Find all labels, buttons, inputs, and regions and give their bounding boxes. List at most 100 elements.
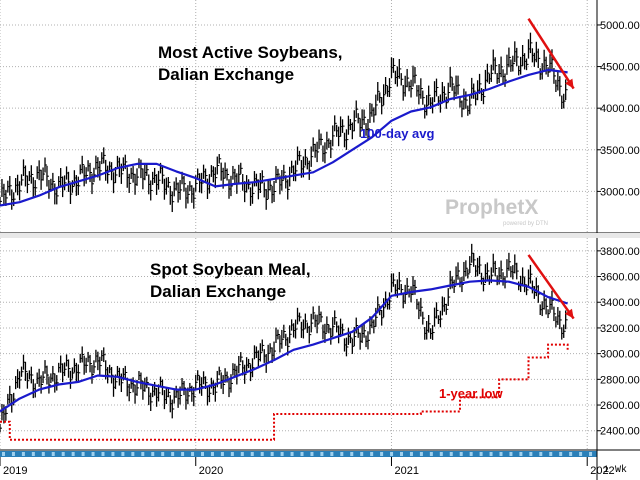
top-y-axis-area (597, 0, 640, 233)
time-strip-segment (380, 452, 384, 456)
time-strip-segment (589, 452, 593, 456)
time-strip-segment (101, 452, 105, 456)
time-strip-segment (419, 452, 423, 456)
time-strip-segment (409, 452, 413, 456)
top-y-tick-label: 3500.00 (600, 145, 640, 157)
top-plot-area (0, 0, 597, 233)
time-strip-segment (280, 452, 284, 456)
time-strip-segment (181, 452, 185, 456)
time-strip-segment (300, 452, 304, 456)
top-trend-arrow-head (565, 78, 574, 89)
time-strip-segment (579, 452, 583, 456)
time-strip-segment (509, 452, 513, 456)
time-strip-segment (71, 452, 75, 456)
low-annotation: 1-year low (439, 386, 503, 401)
top-y-tick-label: 5000.00 (600, 20, 640, 32)
dtn-watermark: powered by DTN (503, 221, 548, 227)
top-avg-line (0, 68, 568, 207)
time-strip-segment (429, 452, 433, 456)
time-strip-segment (479, 452, 483, 456)
time-strip (0, 451, 597, 457)
time-strip-segment (210, 452, 214, 456)
bottom-y-tick-label: 3200.00 (600, 323, 640, 335)
time-strip-segment (489, 452, 493, 456)
time-strip-segment (390, 452, 394, 456)
time-strip-segment (459, 452, 463, 456)
time-strip-segment (121, 452, 125, 456)
time-strip-segment (111, 452, 115, 456)
top-y-tick-label: 4500.00 (600, 62, 640, 74)
bottom-y-tick-label: 3800.00 (600, 246, 640, 258)
bottom-y-axis-area (597, 238, 640, 450)
time-strip-segment (549, 452, 553, 456)
time-strip-segment (350, 452, 354, 456)
time-strip-segment (81, 452, 85, 456)
x-tick-label: 2021 (394, 465, 418, 477)
time-strip-segment (220, 452, 224, 456)
time-strip-segment (290, 452, 294, 456)
bottom-y-tick-label: 3400.00 (600, 297, 640, 309)
bottom-trend-arrow-shaft (527, 254, 575, 320)
bottom-one-year-low-line (0, 343, 569, 441)
time-strip-segment (559, 452, 563, 456)
bottom-trend-arrow-head (564, 308, 574, 319)
time-strip-segment (449, 452, 453, 456)
time-strip-segment (340, 452, 344, 456)
time-strip-segment (539, 452, 543, 456)
time-strip-segment (201, 452, 204, 456)
time-strip-segment (439, 452, 443, 456)
time-strip-segment (370, 452, 374, 456)
x-tick-label: 2019 (3, 465, 27, 477)
prophetx-watermark: ProphetX (445, 196, 538, 219)
time-strip-segment (330, 452, 334, 456)
bottom-y-tick-label: 2400.00 (600, 426, 640, 438)
time-strip-segment (131, 452, 135, 456)
time-strip-segment (250, 452, 254, 456)
grid-layer (0, 0, 640, 450)
time-strip-segment (529, 452, 533, 456)
marks-layer (0, 17, 575, 441)
time-strip-segment (41, 452, 45, 456)
time-strip-segment (151, 452, 155, 456)
time-strip-segment (499, 452, 503, 456)
x-tick-label: 2022 (590, 465, 614, 477)
bottom-y-tick-label: 3600.00 (600, 272, 640, 284)
bottom-title-line2: Dalian Exchange (150, 282, 286, 301)
avg-annotation: 100-day avg (360, 126, 434, 141)
top-title-line1: Most Active Soybeans, (158, 43, 343, 62)
time-strip-segment (270, 452, 274, 456)
bottom-avg-line (0, 279, 568, 413)
time-strip-segment (21, 452, 25, 456)
top-trend-arrow-shaft (527, 17, 575, 90)
time-strip-segment (161, 452, 165, 456)
bottom-y-tick-label: 2800.00 (600, 374, 640, 386)
x-tick-label: 2020 (199, 465, 223, 477)
time-strip-segment (91, 452, 95, 456)
time-strip-segment (2, 452, 5, 456)
time-strip-segment (519, 452, 523, 456)
time-strip-segment (260, 452, 264, 456)
time-strip-segment (320, 452, 324, 456)
top-title-line2: Dalian Exchange (158, 65, 294, 84)
time-strip-segment (11, 452, 15, 456)
interval-label: 1 Wk (603, 464, 627, 476)
time-strip-segment (240, 452, 244, 456)
time-strip-segment (230, 452, 234, 456)
time-strip-segment (171, 452, 175, 456)
time-strip-segment (569, 452, 573, 456)
label-layer: Most Active Soybeans, Dalian Exchange Sp… (150, 43, 627, 476)
time-strip-segment (360, 452, 364, 456)
time-strip-segment (51, 452, 55, 456)
time-strip-segment (61, 452, 65, 456)
time-strip-segment (469, 452, 473, 456)
bottom-plot-area (0, 238, 597, 450)
bottom-y-tick-label: 2600.00 (600, 400, 640, 412)
top-y-tick-label: 3000.00 (600, 186, 640, 198)
time-strip-segment (191, 452, 195, 456)
time-strip-segment (31, 452, 35, 456)
time-strip-segment (141, 452, 145, 456)
bottom-title-line1: Spot Soybean Meal, (150, 260, 311, 279)
top-y-tick-label: 4000.00 (600, 103, 640, 115)
